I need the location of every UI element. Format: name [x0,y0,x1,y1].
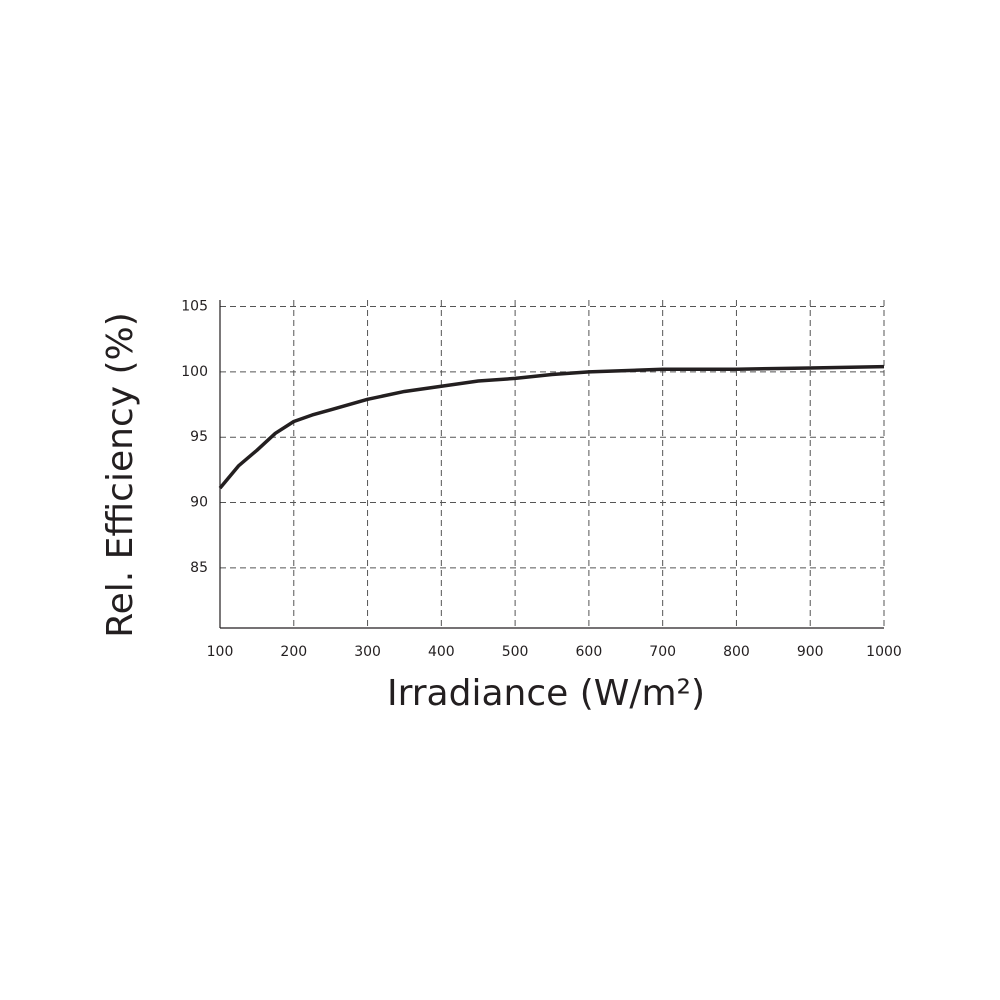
x-tick-label: 100 [207,644,234,660]
y-tick-label: 95 [190,429,208,445]
x-tick-label: 700 [649,644,676,660]
y-tick-label: 100 [181,364,208,380]
x-tick-label: 600 [576,644,603,660]
y-tick-label: 85 [190,560,208,576]
x-tick-label: 300 [354,644,381,660]
y-tick-label: 90 [190,495,208,511]
data-line [218,364,885,490]
x-tick-label: 400 [428,644,455,660]
x-tick-label: 1000 [866,644,902,660]
x-tick-label: 200 [280,644,307,660]
y-tick-label: 105 [181,299,208,315]
x-tick-label: 500 [502,644,529,660]
x-tick-label: 800 [723,644,750,660]
x-axis-title: Irradiance (W/m²) [387,673,705,714]
x-tick-label: 900 [797,644,824,660]
y-axis-title: Rel. Efficiency (%) [100,312,141,638]
